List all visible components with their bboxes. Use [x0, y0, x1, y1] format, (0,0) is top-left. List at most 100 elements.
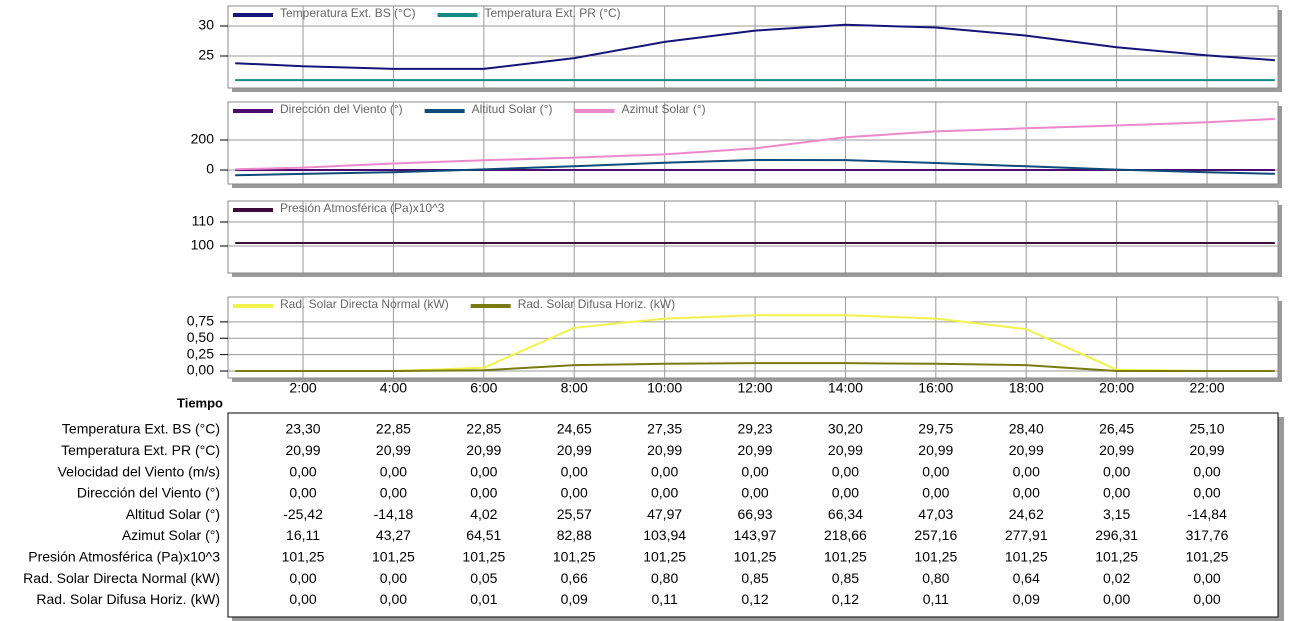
table-cell: 25,57 — [557, 506, 592, 522]
table-cell: 3,15 — [1103, 506, 1130, 522]
table-cell: -14,84 — [1187, 506, 1227, 522]
table-cell: 101,25 — [553, 549, 596, 565]
table-cell: 0,00 — [561, 463, 588, 479]
series-line — [235, 23, 1275, 70]
x-tick-label: 18:00 — [1009, 380, 1044, 396]
x-tick-label: 6:00 — [470, 380, 497, 396]
row-label: Presión Atmosférica (Pa)x10^3 — [28, 549, 220, 565]
legend-label: Rad. Solar Directa Normal (kW) — [280, 297, 449, 311]
x-tick-label: 22:00 — [1190, 380, 1225, 396]
x-tick-label: 12:00 — [738, 380, 773, 396]
table-cell: 0,09 — [1013, 591, 1040, 607]
table-cell: 20,99 — [647, 442, 682, 458]
table-cell: 43,27 — [376, 527, 411, 543]
y-tick-label: 0,50 — [187, 329, 214, 345]
x-tick-label: 8:00 — [561, 380, 588, 396]
table-cell: 0,00 — [651, 485, 678, 501]
y-tick-label: 200 — [191, 131, 215, 147]
table-cell: 0,00 — [741, 485, 768, 501]
table-cell: 101,25 — [734, 549, 777, 565]
table-cell: 0,00 — [380, 463, 407, 479]
x-tick-label: 16:00 — [918, 380, 953, 396]
table-cell: 82,88 — [557, 527, 592, 543]
table-cell: 0,85 — [741, 570, 768, 586]
table-cell: 0,00 — [289, 485, 316, 501]
series-line — [235, 362, 1275, 372]
table-cell: 143,97 — [734, 527, 777, 543]
table-cell: 0,02 — [1103, 570, 1130, 586]
table-cell: 20,99 — [918, 442, 953, 458]
table-cell: 0,00 — [832, 463, 859, 479]
table-cell: 0,00 — [1193, 591, 1220, 607]
table-cell: 0,85 — [832, 570, 859, 586]
table-cell: 101,25 — [372, 549, 415, 565]
legend-label: Altitud Solar (°) — [472, 102, 553, 116]
x-tick-label: 2:00 — [289, 380, 316, 396]
table-cell: 20,99 — [1009, 442, 1044, 458]
table-cell: 0,00 — [1193, 485, 1220, 501]
y-tick-label: 0 — [206, 161, 214, 177]
table-cell: 101,25 — [824, 549, 867, 565]
plot-area — [227, 5, 1279, 89]
table-cell: 0,00 — [380, 485, 407, 501]
table-cell: 101,25 — [643, 549, 686, 565]
table-cell: 0,12 — [741, 591, 768, 607]
table-cell: 20,99 — [466, 442, 501, 458]
row-label: Altitud Solar (°) — [126, 506, 220, 522]
legend-label: Azimut Solar (°) — [621, 102, 705, 116]
y-tick-label: 0,75 — [187, 313, 214, 329]
table-cell: 26,45 — [1099, 421, 1134, 437]
table-cell: 101,25 — [462, 549, 505, 565]
table-cell: 0,00 — [1103, 591, 1130, 607]
table-cell: 0,00 — [289, 570, 316, 586]
table-cell: 0,00 — [289, 591, 316, 607]
legend-label: Presión Atmosférica (Pa)x10^3 — [280, 201, 445, 215]
table-cell: -14,18 — [374, 506, 414, 522]
table-cell: 0,12 — [832, 591, 859, 607]
table-cell: 101,25 — [914, 549, 957, 565]
table-cell: 103,94 — [643, 527, 686, 543]
table-cell: 0,00 — [741, 463, 768, 479]
table-cell: 101,25 — [1095, 549, 1138, 565]
table-cell: 0,00 — [289, 463, 316, 479]
table-cell: 4,02 — [470, 506, 497, 522]
x-tick-label: 14:00 — [828, 380, 863, 396]
table-cell: 20,99 — [286, 442, 321, 458]
table-cell: 0,00 — [470, 463, 497, 479]
table-cell: 101,25 — [282, 549, 325, 565]
table-cell: 218,66 — [824, 527, 867, 543]
row-label: Dirección del Viento (°) — [77, 485, 220, 501]
table-cell: 277,91 — [1005, 527, 1048, 543]
table-cell: 0,11 — [923, 591, 949, 607]
table-box — [227, 412, 1279, 618]
row-label: Rad. Solar Difusa Horiz. (kW) — [36, 591, 220, 607]
row-label: Azimut Solar (°) — [122, 527, 220, 543]
table-cell: 22,85 — [466, 421, 501, 437]
table-cell: 24,65 — [557, 421, 592, 437]
row-label: Rad. Solar Directa Normal (kW) — [23, 570, 220, 586]
x-tick-label: 4:00 — [380, 380, 407, 396]
table-cell: 28,40 — [1009, 421, 1044, 437]
table-cell: 0,00 — [1193, 570, 1220, 586]
y-tick-label: 110 — [192, 213, 215, 229]
row-label: Velocidad del Viento (m/s) — [58, 463, 220, 479]
table-cell: -25,42 — [283, 506, 323, 522]
x-tick-label: 10:00 — [647, 380, 682, 396]
table-cell: 0,00 — [922, 463, 949, 479]
table-cell: 0,80 — [651, 570, 678, 586]
series-line — [235, 118, 1275, 171]
y-tick-label: 0,00 — [187, 362, 214, 378]
table-cell: 23,30 — [286, 421, 321, 437]
legend-label: Temperatura Ext. BS (°C) — [280, 6, 416, 20]
table-cell: 101,25 — [1005, 549, 1048, 565]
table-cell: 47,03 — [918, 506, 953, 522]
table-cell: 20,99 — [1099, 442, 1134, 458]
table-cell: 66,93 — [738, 506, 773, 522]
y-tick-label: 30 — [198, 17, 214, 33]
table-cell: 0,00 — [1193, 463, 1220, 479]
legend-label: Temperatura Ext. PR (°C) — [485, 6, 621, 20]
table-cell: 317,76 — [1186, 527, 1229, 543]
table-cell: 64,51 — [466, 527, 501, 543]
y-tick-label: 0,25 — [187, 345, 214, 361]
